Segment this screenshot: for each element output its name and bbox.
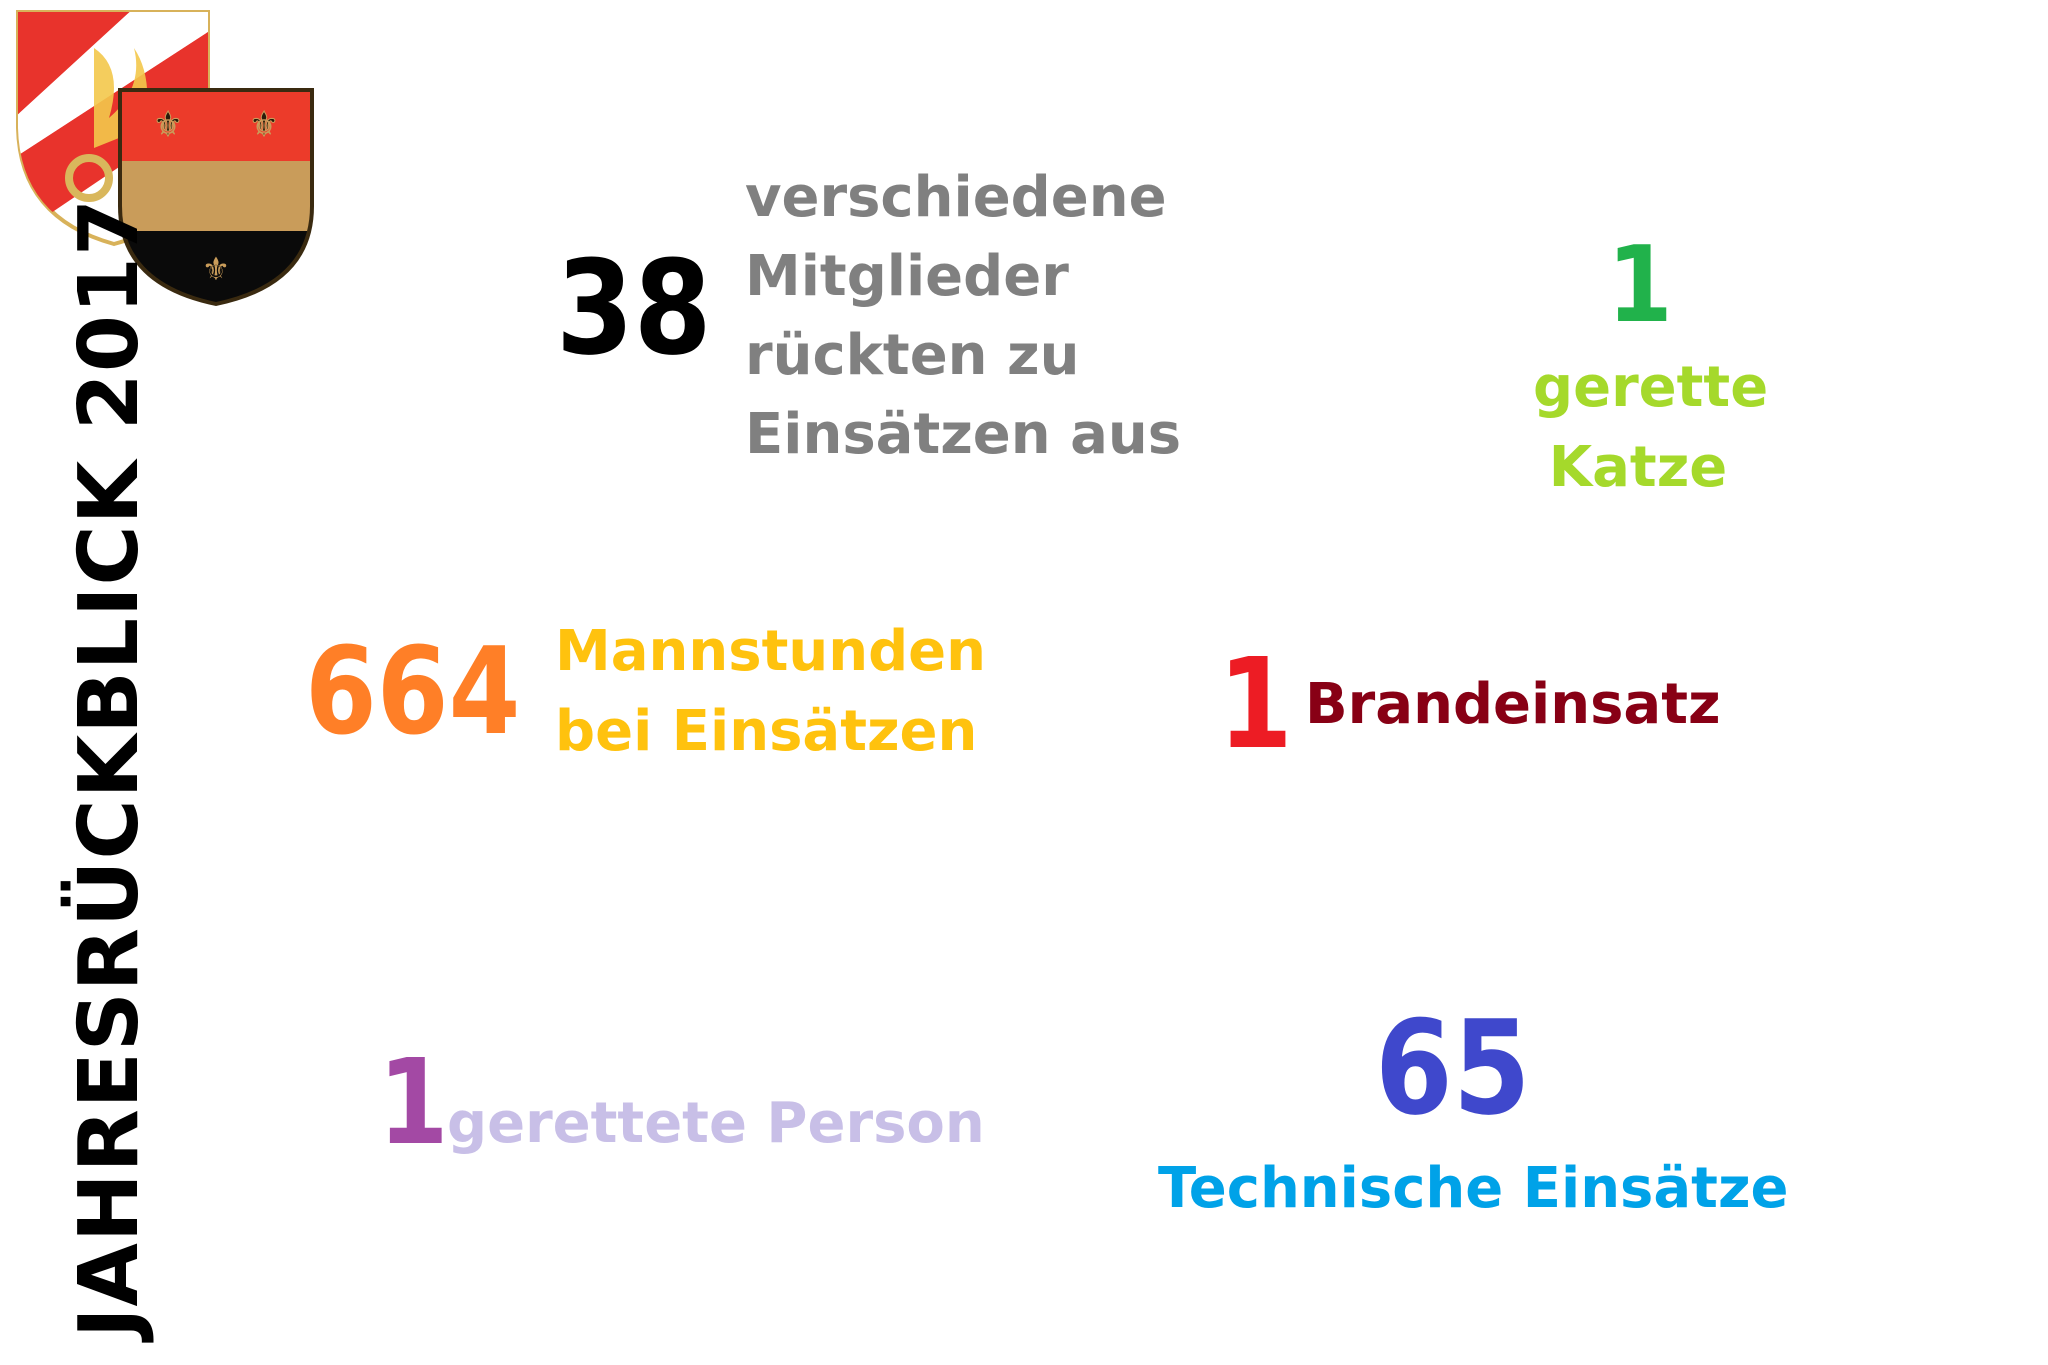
hours-label: Mannstunden bei Einsätzen xyxy=(555,612,986,772)
cat-label: gerette Katze xyxy=(1533,348,1769,508)
fire-shield-icon xyxy=(16,10,210,247)
coat-of-arms-icon: ⚜ ⚜ ⚜ xyxy=(118,88,314,306)
hours-label-line: Mannstunden xyxy=(555,619,987,684)
svg-text:⚜: ⚜ xyxy=(249,105,279,145)
page-title: JAHRESRÜCKBLICK 2017 xyxy=(62,197,157,1338)
person-label: gerettete Person xyxy=(447,1091,985,1156)
svg-text:⚜: ⚜ xyxy=(202,250,231,288)
members-label-line: Mitglieder xyxy=(745,244,1069,309)
members-label-line: Einsätzen aus xyxy=(745,402,1182,467)
fire-label: Brandeinsatz xyxy=(1305,672,1721,737)
members-label-line: verschiedene xyxy=(745,165,1167,230)
fire-brigade-emblem xyxy=(14,8,214,248)
hours-count: 664 xyxy=(305,623,521,762)
person-count: 1 xyxy=(378,1033,449,1171)
municipal-coat-of-arms: ⚜ ⚜ ⚜ xyxy=(116,86,316,308)
members-count: 38 xyxy=(556,232,712,384)
svg-text:⚜: ⚜ xyxy=(153,105,183,145)
fire-count: 1 xyxy=(1218,632,1293,777)
technical-label: Technische Einsätze xyxy=(1158,1156,1789,1221)
cat-label-line: Katze xyxy=(1548,435,1728,500)
cat-count: 1 xyxy=(1607,224,1673,346)
hours-label-line: bei Einsätzen xyxy=(555,699,978,764)
technical-count: 65 xyxy=(1375,992,1531,1144)
members-label: verschiedene Mitglieder rückten zu Einsä… xyxy=(745,158,1181,474)
cat-label-line: gerette xyxy=(1533,355,1769,420)
members-label-line: rückten zu xyxy=(745,323,1080,388)
